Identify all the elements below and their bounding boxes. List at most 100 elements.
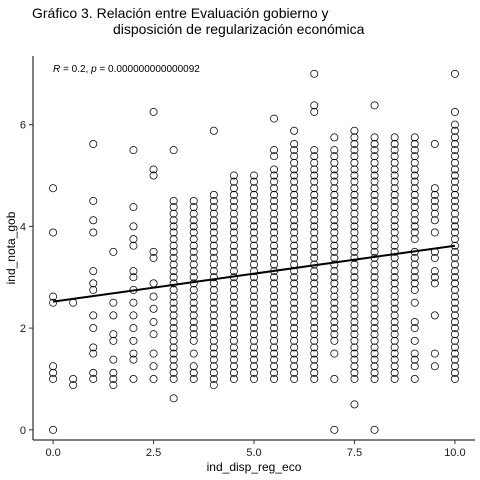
data-point — [189, 292, 198, 301]
y-axis-title: ind_nota_gob — [4, 211, 18, 284]
p-value: = 0.000000000000092 — [97, 64, 201, 75]
data-point — [330, 165, 339, 174]
data-point — [330, 133, 339, 142]
data-point — [290, 203, 299, 212]
data-point — [89, 216, 98, 225]
data-point — [109, 247, 118, 256]
data-point — [370, 171, 379, 180]
data-point — [390, 304, 399, 313]
data-point — [229, 267, 238, 276]
data-point — [330, 177, 339, 186]
data-point — [109, 330, 118, 339]
data-point — [250, 311, 258, 320]
data-point — [89, 311, 98, 320]
data-point — [189, 235, 198, 244]
data-point — [169, 247, 178, 256]
data-point — [209, 330, 218, 339]
data-point — [350, 318, 359, 326]
data-point — [209, 298, 218, 307]
data-point — [390, 146, 399, 155]
data-point — [370, 349, 379, 358]
data-point — [250, 171, 258, 180]
data-point — [270, 368, 279, 377]
data-point — [129, 203, 138, 212]
data-point — [310, 216, 319, 225]
data-point — [189, 267, 198, 276]
data-point — [390, 241, 399, 250]
data-point — [390, 324, 399, 333]
data-point — [290, 152, 299, 161]
data-point — [290, 324, 299, 333]
data-point — [229, 374, 238, 383]
data-point — [370, 158, 379, 167]
data-point — [209, 343, 218, 352]
data-point — [370, 152, 379, 161]
data-point — [290, 279, 299, 288]
data-point — [350, 273, 359, 282]
data-point — [169, 279, 178, 288]
data-point — [430, 184, 439, 193]
data-point — [189, 324, 198, 333]
data-point — [330, 304, 339, 313]
data-point — [229, 318, 238, 326]
data-point — [330, 209, 339, 218]
data-point — [169, 260, 178, 269]
data-point — [290, 216, 299, 225]
data-point — [310, 368, 319, 377]
data-point — [350, 260, 359, 269]
data-point — [169, 394, 178, 403]
data-point — [370, 355, 379, 364]
data-point — [370, 304, 379, 313]
data-point — [450, 368, 459, 377]
data-point — [109, 311, 118, 320]
data-point — [350, 171, 359, 180]
data-point — [270, 349, 279, 358]
data-point — [229, 279, 238, 288]
data-point — [390, 216, 399, 225]
data-point — [229, 235, 238, 244]
data-point — [209, 285, 218, 294]
data-point — [450, 253, 459, 262]
data-point — [250, 324, 258, 333]
data-point — [350, 177, 359, 186]
data-point — [390, 292, 399, 301]
data-point — [250, 209, 258, 218]
data-point — [250, 355, 258, 364]
data-point — [290, 374, 299, 383]
data-point — [290, 247, 299, 256]
data-point — [310, 362, 319, 371]
data-point — [209, 362, 218, 371]
data-point — [290, 349, 299, 358]
data-point — [370, 285, 379, 294]
data-point — [310, 196, 319, 205]
data-point — [310, 165, 319, 174]
data-point — [189, 203, 198, 212]
data-point — [350, 203, 359, 212]
data-point — [209, 349, 218, 358]
data-point — [290, 184, 299, 193]
data-point — [149, 330, 158, 339]
data-point — [390, 330, 399, 339]
data-point — [149, 318, 158, 326]
data-point — [169, 273, 178, 282]
data-point — [310, 304, 319, 313]
data-point — [69, 381, 78, 390]
data-point — [450, 107, 459, 116]
data-point — [209, 260, 218, 269]
data-point — [390, 336, 399, 345]
data-point — [350, 285, 359, 294]
data-point — [270, 228, 279, 237]
data-point — [330, 190, 339, 199]
data-point — [370, 273, 379, 282]
data-point — [310, 298, 319, 307]
data-point — [410, 209, 419, 218]
data-point — [129, 146, 138, 155]
data-point — [129, 374, 138, 383]
data-point — [189, 241, 198, 250]
data-point — [270, 374, 279, 383]
data-point — [390, 368, 399, 377]
data-point — [270, 273, 279, 282]
data-point — [229, 298, 238, 307]
data-point — [169, 355, 178, 364]
